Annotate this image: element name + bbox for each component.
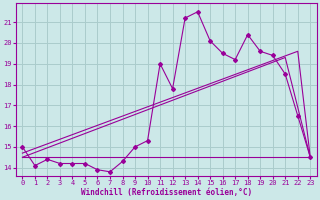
X-axis label: Windchill (Refroidissement éolien,°C): Windchill (Refroidissement éolien,°C) (81, 188, 252, 197)
